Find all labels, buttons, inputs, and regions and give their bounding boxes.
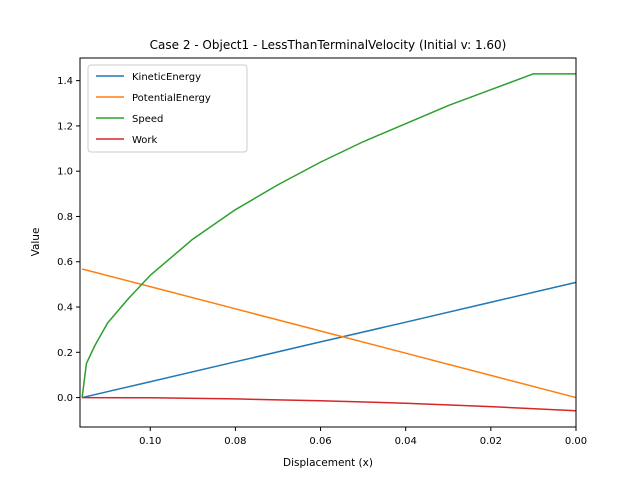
- legend-label: Work: [132, 135, 158, 146]
- y-tick-label: 0.2: [57, 348, 73, 359]
- series-line-kineticenergy: [81, 281, 577, 399]
- y-axis-label: Value: [30, 228, 42, 257]
- y-axis-ticks: 0.0 0.2 0.4 0.6 0.8 1.0 1.2 1.4: [57, 76, 80, 404]
- legend: KineticEnergy PotentialEnergy Speed Work: [87, 64, 248, 153]
- y-tick-label: 1.2: [57, 121, 73, 132]
- x-tick-label: 0.08: [224, 436, 246, 447]
- series-line-potentialenergy: [81, 268, 577, 399]
- y-tick-label: 0.4: [57, 303, 73, 314]
- y-tick-label: 0.0: [57, 393, 73, 404]
- x-tick-label: 0.00: [565, 436, 587, 447]
- plot-frame: [79, 57, 577, 428]
- y-tick-label: 1.4: [57, 76, 73, 87]
- x-axis-label: Displacement (x): [283, 457, 373, 469]
- x-tick-label: 0.02: [480, 436, 502, 447]
- legend-label: KineticEnergy: [132, 72, 201, 83]
- series-line-work: [82, 396, 577, 412]
- x-tick-label: 0.10: [139, 436, 161, 447]
- x-tick-label: 0.04: [395, 436, 417, 447]
- y-tick-label: 1.0: [57, 167, 73, 178]
- legend-box: [87, 64, 248, 153]
- x-axis-ticks: 0.10 0.08 0.06 0.04 0.02 0.00: [139, 427, 587, 447]
- series-layer: [81, 73, 577, 412]
- chart-title: Case 2 - Object1 - LessThanTerminalVeloc…: [150, 38, 507, 52]
- y-tick-label: 0.8: [57, 212, 73, 223]
- legend-label: PotentialEnergy: [132, 93, 211, 104]
- x-tick-label: 0.06: [309, 436, 331, 447]
- legend-label: Speed: [132, 114, 163, 125]
- y-tick-label: 0.6: [57, 257, 73, 268]
- series-line-speed: [81, 73, 576, 398]
